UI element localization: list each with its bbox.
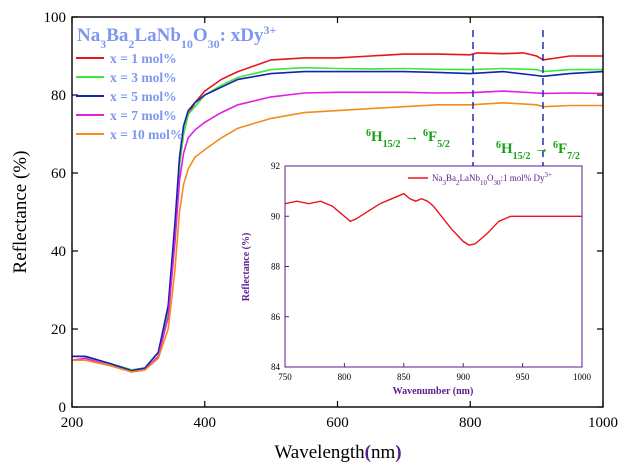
x-tick-label: 800 bbox=[459, 415, 482, 431]
x-tick-label: 200 bbox=[61, 415, 84, 431]
inset-y-tick-label: 84 bbox=[271, 362, 281, 372]
legend-label-3: x = 5 mol% bbox=[110, 89, 177, 104]
y-tick-label: 100 bbox=[44, 10, 67, 26]
inset-x-tick-label: 800 bbox=[338, 372, 352, 382]
y-tick-label: 0 bbox=[59, 400, 67, 416]
y-tick-label: 40 bbox=[51, 244, 66, 260]
main-axes: 200 400 600 800 1000 0 20 40 60 80 100 bbox=[44, 10, 619, 431]
x-tick-label: 1000 bbox=[588, 415, 618, 431]
inset-series-line bbox=[284, 192, 582, 246]
y-tick-label: 20 bbox=[51, 322, 66, 338]
series-line-3 bbox=[72, 70, 604, 372]
inset-x-tick-label: 850 bbox=[397, 372, 411, 382]
inset-axes: 750 800 850 900 950 1000 84 86 88 90 92 bbox=[271, 161, 592, 382]
inset-background bbox=[285, 166, 582, 367]
x-tick-label: 600 bbox=[326, 415, 349, 431]
y-tick-label: 80 bbox=[51, 88, 66, 104]
inset-y-tick-label: 90 bbox=[271, 211, 281, 221]
legend-label-1: x = 1 mol% bbox=[110, 51, 177, 66]
inset-x-tick-label: 1000 bbox=[573, 372, 592, 382]
main-legend: x = 1 mol% x = 3 mol% x = 5 mol% x = 7 mol%… bbox=[76, 51, 183, 142]
main-y-axis-title: Reflectance (%) bbox=[10, 151, 31, 274]
x-tick-label: 400 bbox=[194, 415, 217, 431]
inset-series-group bbox=[284, 192, 582, 246]
inset-y-axis-title: Reflectance (%) bbox=[241, 233, 252, 302]
main-x-axis-title: Wavelength(nm) bbox=[274, 442, 401, 463]
inset-chart: 750 800 850 900 950 1000 84 86 88 90 92 Reflectanc… bbox=[241, 161, 592, 397]
inset-y-tick-label: 92 bbox=[271, 161, 280, 171]
legend-label-4: x = 7 mol% bbox=[110, 108, 177, 123]
y-tick-label: 60 bbox=[51, 166, 66, 182]
main-series-group bbox=[71, 52, 604, 373]
inset-x-tick-label: 950 bbox=[516, 372, 530, 382]
inset-x-tick-label: 900 bbox=[456, 372, 470, 382]
legend-label-2: x = 3 mol% bbox=[110, 70, 177, 85]
inset-y-tick-label: 86 bbox=[271, 312, 281, 322]
series-line-5 bbox=[72, 101, 603, 373]
inset-x-axis-title: Wavenumber (nm) bbox=[393, 386, 474, 397]
inset-x-tick-label: 750 bbox=[278, 372, 292, 382]
legend-label-5: x = 10 mol% bbox=[110, 127, 183, 142]
inset-y-tick-label: 88 bbox=[271, 262, 281, 272]
